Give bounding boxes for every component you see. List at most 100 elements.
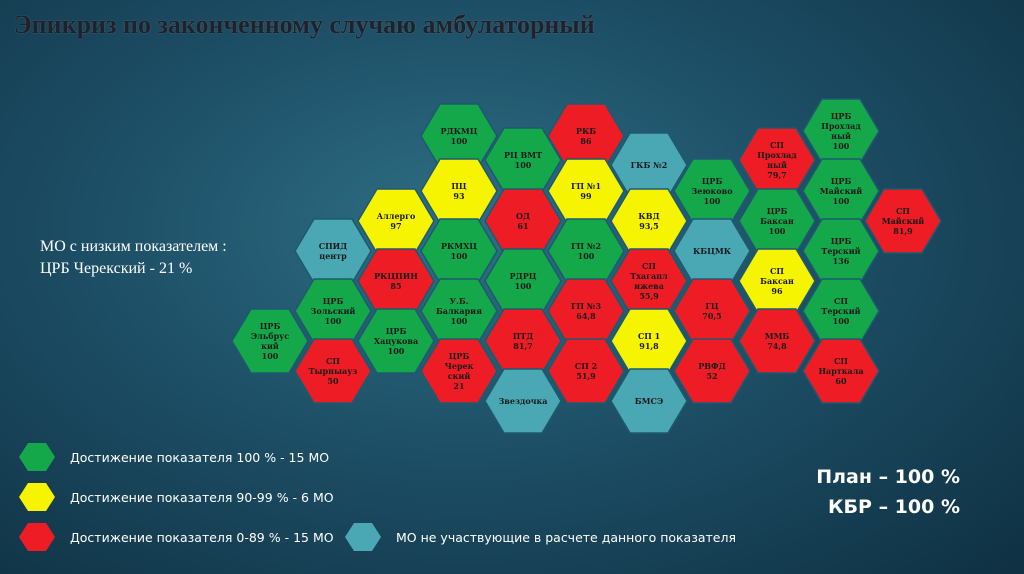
- hex-cell: РВФД52: [674, 339, 750, 403]
- hex-label: СП: [770, 266, 784, 276]
- hex-label: Звездочка: [498, 396, 547, 406]
- hex-label: РВФД: [698, 361, 725, 371]
- legend-swatch-green: [18, 442, 56, 472]
- hex-label: 100: [833, 196, 850, 206]
- hex-label: ОД: [516, 211, 530, 221]
- hex-cell: СПМайский81,9: [865, 189, 941, 253]
- hex-label: 100: [325, 316, 342, 326]
- legend-swatch-yellow: [18, 482, 56, 512]
- legend-label-yellow: Достижение показателя 90-99 % - 6 МО: [70, 490, 334, 505]
- hex-label: кий: [261, 341, 279, 351]
- hex-label: ГП №3: [571, 301, 602, 311]
- legend-swatch-red: [18, 522, 56, 552]
- hex-label: Зеюково: [691, 186, 733, 196]
- hex-label: 81,9: [893, 226, 913, 236]
- hex-label: 100: [704, 196, 721, 206]
- hex-label: СПИД: [319, 241, 348, 251]
- hex-cell: ЦРБПрохладный100: [803, 99, 879, 163]
- hex-label: ЦРБ: [767, 206, 788, 216]
- hex-cell: ЦРББаксан100: [739, 189, 815, 253]
- hex-label: 61: [517, 221, 528, 231]
- hex-cell: КБЦМК: [674, 219, 750, 283]
- hex-label: СП 2: [575, 361, 597, 371]
- legend-item-red: Достижение показателя 0-89 % - 15 МО: [18, 522, 334, 552]
- hex-label: РЦ ВМТ: [504, 150, 542, 160]
- hex-label: 85: [390, 281, 401, 291]
- hex-label: РКМХЦ: [441, 241, 477, 251]
- hex-label: 79,7: [767, 170, 786, 180]
- hex-label: РДКМЦ: [441, 126, 478, 136]
- hex-cell: СПТерский100: [803, 279, 879, 343]
- hex-label: 74,8: [767, 341, 787, 351]
- hex-label: 100: [388, 346, 405, 356]
- hex-label: 100: [515, 281, 532, 291]
- hex-label: БМСЭ: [635, 396, 663, 406]
- legend-hex-shape: [19, 523, 55, 551]
- hex-cell: РДРЦ100: [485, 249, 561, 313]
- hex-label: СП: [834, 356, 848, 366]
- hex-cell: СПИДцентр: [295, 219, 371, 283]
- hex-label: 97: [390, 221, 401, 231]
- hex-label: Прохлад: [821, 121, 861, 131]
- hex-label: ГЦ: [705, 301, 719, 311]
- hex-label: Баксан: [760, 216, 794, 226]
- hex-label: 100: [451, 316, 468, 326]
- hex-label: ЦРБ: [260, 321, 281, 331]
- hex-label: 21: [453, 381, 464, 391]
- hex-label: СП 1: [638, 331, 660, 341]
- legend-label-teal: МО не участвующие в расчете данного пока…: [396, 530, 736, 545]
- hex-label: 100: [515, 160, 532, 170]
- hex-label: ЦРБ: [323, 296, 344, 306]
- hex-label: 81,7: [513, 341, 532, 351]
- hex-label: 100: [833, 141, 850, 151]
- hex-label: 91,8: [639, 341, 659, 351]
- hex-label: 93: [453, 191, 465, 201]
- hex-label: КВД: [638, 211, 659, 221]
- hex-label: 86: [580, 136, 592, 146]
- hex-label: РКЦПИН: [374, 271, 418, 281]
- hex-label: ЦРБ: [386, 326, 407, 336]
- hex-label: Аллерго: [377, 211, 416, 221]
- hex-label: ГКБ №2: [631, 160, 668, 170]
- hex-label: 136: [833, 256, 850, 266]
- hex-label: 100: [578, 251, 595, 261]
- hex-label: ижева: [634, 281, 664, 291]
- hex-label: 100: [769, 226, 786, 236]
- hex-label: Тхагапл: [630, 271, 668, 281]
- hex-label: 52: [706, 371, 717, 381]
- legend-swatch-teal: [344, 522, 382, 552]
- hex-label: ский: [448, 371, 471, 381]
- hex-label: ММБ: [765, 331, 790, 341]
- hex-label: У.Б.: [450, 296, 469, 306]
- hex-label: ЦРБ: [702, 176, 723, 186]
- hex-label: Хацукова: [374, 336, 418, 346]
- hex-label: 51,9: [576, 371, 596, 381]
- hex-label: 96: [771, 286, 783, 296]
- hex-label: СП: [770, 140, 784, 150]
- legend-item-green: Достижение показателя 100 % - 15 МО: [18, 442, 329, 472]
- hex-cell: РКЦПИН85: [358, 249, 434, 313]
- hex-label: ПЦ: [451, 181, 467, 191]
- hex-cell: СПТырныауз50: [295, 339, 371, 403]
- summary-box: План – 100 % КБР – 100 %: [816, 462, 960, 522]
- hex-cell: ОД61: [485, 189, 561, 253]
- hex-label: Прохлад: [757, 150, 797, 160]
- hex-label: 100: [451, 136, 468, 146]
- summary-plan: План – 100 %: [816, 462, 960, 492]
- hex-label: 55,9: [639, 291, 659, 301]
- hex-label: Тырныауз: [309, 366, 358, 376]
- legend-hex-shape: [19, 483, 55, 511]
- hex-label: 64,8: [576, 311, 596, 321]
- hex-label: СП: [896, 206, 910, 216]
- hex-label: Майский: [882, 216, 925, 226]
